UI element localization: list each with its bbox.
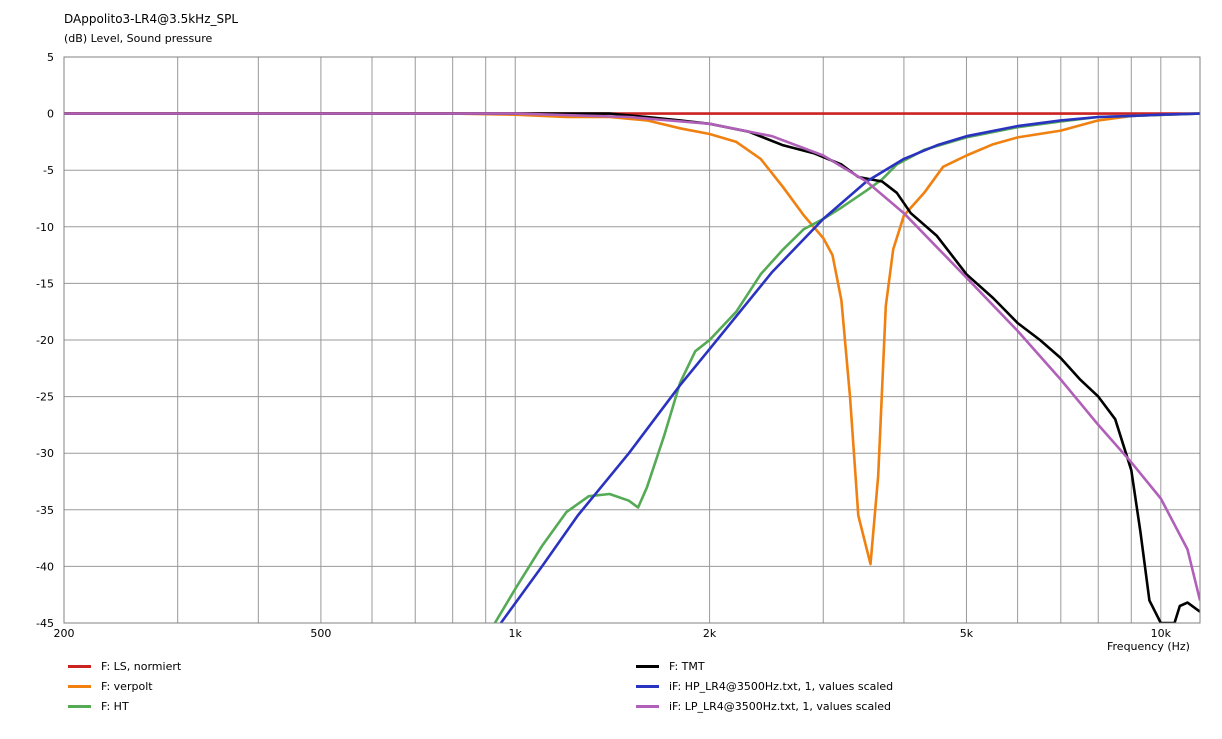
- series-group: [64, 112, 1200, 623]
- y-axis-label: (dB) Level, Sound pressure: [64, 32, 213, 45]
- legend-item: F: TMT: [636, 659, 705, 673]
- y-tick-label: -25: [36, 391, 54, 404]
- x-tick-label: 5k: [960, 627, 974, 640]
- legend-item: iF: HP_LR4@3500Hz.txt, 1, values scaled: [636, 679, 893, 693]
- x-axis-label: Frequency (Hz): [1107, 640, 1190, 653]
- y-tick-label: -5: [43, 164, 54, 177]
- plot-area-border: [63, 56, 1201, 624]
- legend-item: F: verpolt: [68, 679, 153, 693]
- legend-item: F: HT: [68, 699, 129, 713]
- legend-swatch: [68, 684, 91, 688]
- x-tick-label: 2k: [703, 627, 717, 640]
- legend-item: F: LS, normiert: [68, 659, 181, 673]
- legend-swatch: [68, 704, 91, 708]
- legend-item: iF: LP_LR4@3500Hz.txt, 1, values scaled: [636, 699, 891, 713]
- y-tick-label: -15: [36, 277, 54, 290]
- x-tick-labels: 200 500 1k 2k 5k 10k: [54, 627, 1172, 640]
- series-line-1: [64, 112, 1200, 566]
- y-tick-labels: 5 0 -5 -10 -15 -20 -25 -30 -35 -40 -45: [36, 51, 54, 630]
- legend-swatch: [636, 704, 659, 708]
- y-tick-label: -20: [36, 334, 54, 347]
- x-tick-label: 500: [310, 627, 331, 640]
- x-tick-label: 200: [54, 627, 75, 640]
- legend-label: iF: HP_LR4@3500Hz.txt, 1, values scaled: [669, 679, 894, 693]
- legend-label: F: LS, normiert: [101, 659, 182, 673]
- x-tick-label: 10k: [1151, 627, 1172, 640]
- y-tick-label: -45: [36, 617, 54, 630]
- legend-label: F: verpolt: [101, 679, 153, 693]
- chart-title: DAppolito3-LR4@3.5kHz_SPL: [64, 12, 239, 26]
- y-tick-label: 5: [47, 51, 54, 64]
- y-tick-label: -10: [36, 221, 54, 234]
- legend-swatch: [68, 664, 91, 668]
- x-tick-label: 1k: [509, 627, 523, 640]
- legend-label: F: HT: [101, 699, 129, 713]
- legend-label: F: TMT: [669, 659, 705, 673]
- grid: [64, 56, 1200, 624]
- y-tick-label: -40: [36, 560, 54, 573]
- legend-swatch: [636, 664, 659, 668]
- series-line-5: [64, 112, 1200, 601]
- legend-label: iF: LP_LR4@3500Hz.txt, 1, values scaled: [669, 699, 892, 713]
- series-line-3: [64, 112, 1200, 623]
- y-tick-label: 0: [47, 108, 54, 121]
- y-tick-label: -30: [36, 447, 54, 460]
- series-line-4: [499, 112, 1200, 623]
- legend-swatch: [636, 684, 659, 688]
- y-tick-label: -35: [36, 504, 54, 517]
